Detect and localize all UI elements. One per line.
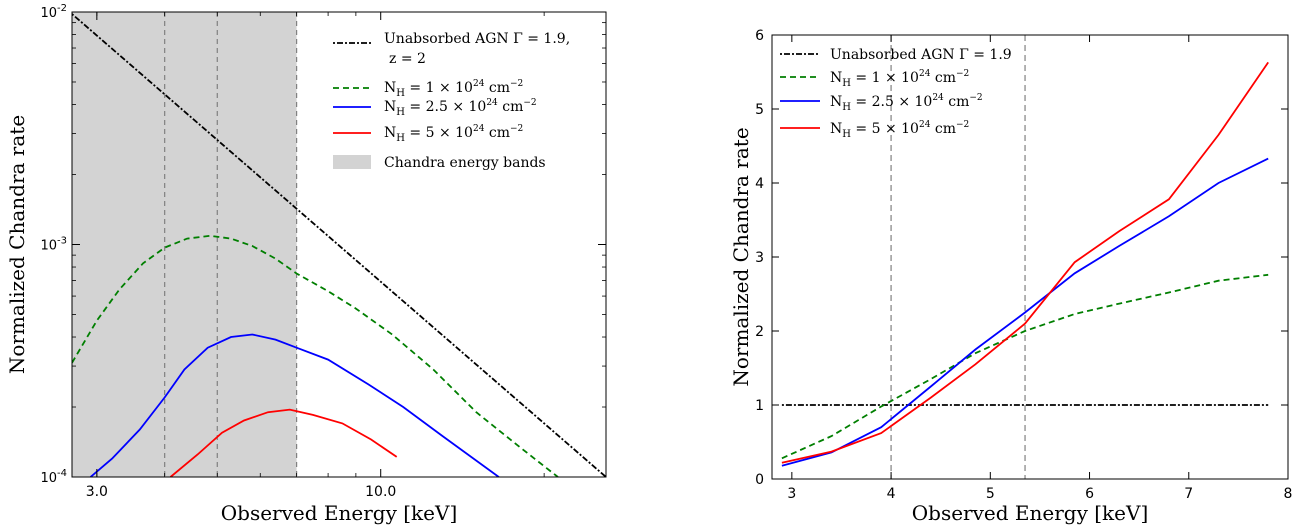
left-y-tick-label-2: 10-2 bbox=[40, 3, 67, 21]
right-y-tick-label-4: 4 bbox=[755, 176, 764, 192]
legend-label-series-2-unit: cm bbox=[498, 99, 524, 115]
left-y-tick-base: 10 bbox=[40, 239, 57, 254]
right-legend-label-0: Unabsorbed AGN Γ = 1.9 bbox=[830, 47, 1012, 63]
right-legend-label-3-base: N bbox=[830, 121, 842, 137]
legend-label-series-1-unit: cm bbox=[484, 80, 510, 96]
right-y-tick-label-1: 1 bbox=[755, 398, 764, 414]
left-x-tick-label-1: 10.0 bbox=[365, 484, 396, 500]
legend-swatch-band bbox=[333, 155, 371, 169]
legend-label-series-1-unit-sup: −2 bbox=[510, 79, 523, 89]
left-x-axis-label: Observed Energy [keV] bbox=[221, 501, 458, 525]
legend-label-series-2: NH = 2.5 × 1024 cm−2 bbox=[384, 98, 537, 118]
left-series-line-2 bbox=[89, 333, 500, 477]
legend-label-series-1-rest: = 1 × 10 bbox=[405, 80, 473, 96]
legend-label-series-3-unit-sup: −2 bbox=[510, 124, 523, 134]
legend-label-series-3-sub: H bbox=[396, 133, 405, 144]
left-series-group bbox=[72, 13, 606, 477]
legend-label-series-1-sub: H bbox=[396, 88, 405, 99]
right-legend-label-3-unit-sup: −2 bbox=[956, 120, 969, 130]
right-y-axis-label: Normalized Chandra rate bbox=[729, 127, 753, 386]
left-series-line-0 bbox=[72, 13, 606, 477]
right-x-tick-label-3: 6 bbox=[1085, 486, 1094, 502]
legend-label-series-2-sup: 24 bbox=[486, 98, 498, 108]
legend-label-band: Chandra energy bands bbox=[384, 155, 546, 171]
left-legend: Unabsorbed AGN Γ = 1.9,z = 2NH = 1 × 102… bbox=[333, 31, 570, 171]
right-x-tick-label-1: 4 bbox=[887, 486, 896, 502]
right-legend-label-1-rest: = 1 × 10 bbox=[851, 70, 919, 86]
right-legend-label-2-sub: H bbox=[842, 102, 851, 113]
right-chart-panel: 0 1 2 3 4 5 6 3 4 5 6 7 8 Observed Energy [keV] Normal… bbox=[729, 28, 1292, 525]
right-y-tick-label-2: 2 bbox=[755, 324, 764, 340]
left-y-tick-exp: -2 bbox=[57, 3, 67, 14]
right-legend-label-2-unit-sup: −2 bbox=[969, 93, 982, 103]
right-legend-label-2: NH = 2.5 × 1024 cm−2 bbox=[830, 93, 983, 113]
legend-label-series-2-rest: = 2.5 × 10 bbox=[405, 99, 486, 115]
right-legend-label-2-rest: = 2.5 × 10 bbox=[851, 94, 932, 110]
left-y-tick-exp: -3 bbox=[57, 236, 67, 247]
legend-label-series-3-unit: cm bbox=[484, 125, 510, 141]
right-x-tick-label-0: 3 bbox=[787, 486, 796, 502]
left-y-tick-label-1: 10-3 bbox=[40, 236, 67, 254]
left-y-tick-base: 10 bbox=[40, 6, 57, 21]
right-legend-label-3-sup: 24 bbox=[919, 120, 931, 130]
right-legend-label-3-unit: cm bbox=[930, 121, 956, 137]
right-legend-label-1: NH = 1 × 1024 cm−2 bbox=[830, 69, 969, 89]
legend-label-unabsorbed-line2: z = 2 bbox=[389, 51, 426, 67]
right-legend-label-3-sub: H bbox=[842, 129, 851, 140]
legend-label-series-2-unit-sup: −2 bbox=[523, 98, 536, 108]
right-series-line-1 bbox=[781, 273, 1269, 460]
right-y-tick-label-3: 3 bbox=[755, 250, 764, 266]
right-legend-label-1-base: N bbox=[830, 70, 842, 86]
legend-label-series-2-sub: H bbox=[396, 107, 405, 118]
right-x-tick-label-2: 5 bbox=[986, 486, 995, 502]
left-y-tick-base: 10 bbox=[40, 471, 57, 486]
legend-label-series-3-sup: 24 bbox=[473, 124, 485, 134]
right-y-tick-label-5: 5 bbox=[755, 102, 764, 118]
right-legend-label-1-sup: 24 bbox=[919, 69, 931, 79]
left-y-axis-label: Normalized Chandra rate bbox=[5, 115, 29, 374]
right-legend-label-3: NH = 5 × 1024 cm−2 bbox=[830, 120, 969, 140]
right-x-tick-label-4: 7 bbox=[1184, 486, 1193, 502]
left-y-tick-label-0: 10-4 bbox=[40, 468, 67, 486]
right-series-line-3 bbox=[781, 61, 1269, 464]
right-legend-label-2-base: N bbox=[830, 94, 842, 110]
legend-label-series-3-rest: = 5 × 10 bbox=[405, 125, 473, 141]
left-x-tick-label-0: 3.0 bbox=[86, 484, 108, 500]
right-x-tick-label-5: 8 bbox=[1284, 486, 1293, 502]
right-legend-label-2-sup: 24 bbox=[932, 93, 944, 103]
right-legend-label-1-unit: cm bbox=[930, 70, 956, 86]
right-legend: Unabsorbed AGN Γ = 1.9NH = 1 × 1024 cm−2… bbox=[780, 47, 1012, 140]
right-legend-label-1-sub: H bbox=[842, 78, 851, 89]
right-legend-label-1-unit-sup: −2 bbox=[956, 69, 969, 79]
legend-label-series-1: NH = 1 × 1024 cm−2 bbox=[384, 79, 523, 99]
right-series-line-2 bbox=[781, 157, 1269, 467]
legend-label-series-1-sup: 24 bbox=[473, 79, 485, 89]
legend-label-unabsorbed: Unabsorbed AGN Γ = 1.9, bbox=[384, 31, 570, 47]
left-y-tick-exp: -4 bbox=[57, 468, 67, 479]
right-y-tick-label-6: 6 bbox=[755, 28, 764, 44]
chandra-band-shade bbox=[72, 12, 297, 477]
left-series-line-1 bbox=[72, 234, 559, 477]
legend-label-series-1-base: N bbox=[384, 80, 396, 96]
legend-label-series-2-base: N bbox=[384, 99, 396, 115]
legend-label-series-3: NH = 5 × 1024 cm−2 bbox=[384, 124, 523, 144]
right-legend-label-3-rest: = 5 × 10 bbox=[851, 121, 919, 137]
legend-label-series-3-base: N bbox=[384, 125, 396, 141]
right-y-tick-label-0: 0 bbox=[755, 472, 764, 488]
right-legend-label-2-unit: cm bbox=[944, 94, 970, 110]
right-x-axis-label: Observed Energy [keV] bbox=[912, 501, 1149, 525]
left-series-line-3 bbox=[169, 408, 398, 477]
